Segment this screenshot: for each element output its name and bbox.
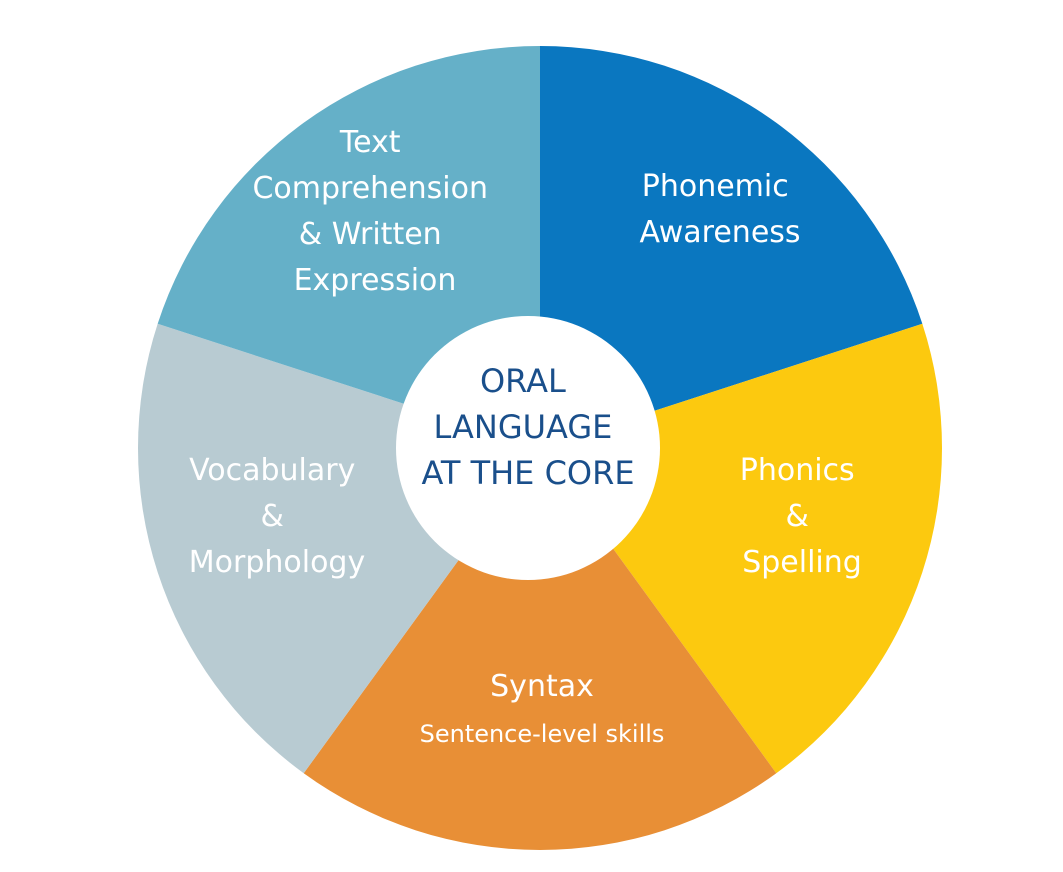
segment-syntax	[303, 448, 777, 850]
segment-label-vocabulary-morphology: Vocabulary & Morphology	[189, 453, 365, 580]
segment-label-text-comprehension: Text Comprehension & Written Expression	[252, 125, 497, 298]
segment-label-syntax: Syntax	[490, 669, 594, 704]
center-label: ORAL LANGUAGE AT THE CORE	[421, 362, 634, 492]
segment-sublabel-syntax: Sentence-level skills	[420, 720, 665, 748]
segment-phonemic-awareness	[540, 46, 923, 448]
segment-label-phonics-spelling: Phonics & Spelling	[740, 453, 864, 580]
segment-label-phonemic-awareness: Phonemic Awareness	[639, 169, 800, 250]
center-circle	[396, 316, 660, 580]
